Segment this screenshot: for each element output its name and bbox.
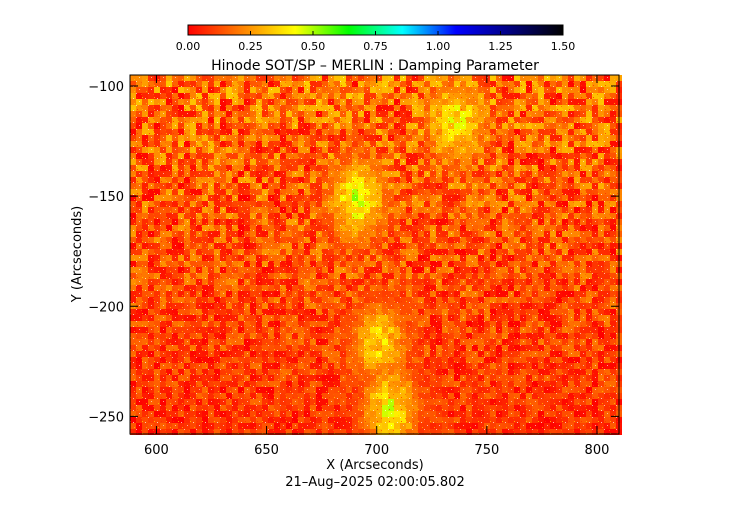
x-axis-label: X (Arcseconds): [326, 458, 423, 473]
x-tick-label: 700: [364, 443, 389, 458]
colorbar-tick-label: 0.75: [363, 40, 388, 53]
colorbar-ticks: 0.00 0.25 0.50 0.75 1.00 1.25 1.50: [176, 31, 576, 53]
heatmap-noise: [130, 75, 619, 434]
plot-frame: [129, 74, 620, 435]
y-axis-label: Y (Arcseconds): [70, 206, 85, 303]
x-tick-label: 800: [585, 443, 610, 458]
x-tick-label: 750: [474, 443, 499, 458]
colorbar-tick-label: 1.25: [488, 40, 513, 53]
timestamp-footer: 21–Aug–2025 02:00:05.802: [285, 475, 464, 490]
colorbar-tick-label: 0.50: [301, 40, 326, 53]
chart-title: Hinode SOT/SP – MERLIN : Damping Paramet…: [211, 58, 539, 74]
y-tick-label: −100: [88, 80, 124, 95]
x-tick-label: 600: [144, 443, 169, 458]
y-tick-label: −200: [88, 300, 124, 315]
plot-area: [129, 74, 622, 435]
y-axis: −100 −150 −200 −250: [88, 80, 619, 425]
colorbar-tick-label: 0.00: [176, 40, 201, 53]
colorbar-tick-label: 1.00: [426, 40, 451, 53]
y-tick-label: −150: [88, 190, 124, 205]
colorbar: 0.00 0.25 0.50 0.75 1.00 1.25 1.50: [176, 24, 576, 53]
y-tick-label: −250: [88, 410, 124, 425]
colorbar-tick-label: 0.25: [238, 40, 263, 53]
x-axis: 600 650 700 750 800: [144, 75, 609, 458]
colorbar-tick-label: 1.50: [551, 40, 576, 53]
x-tick-label: 650: [254, 443, 279, 458]
